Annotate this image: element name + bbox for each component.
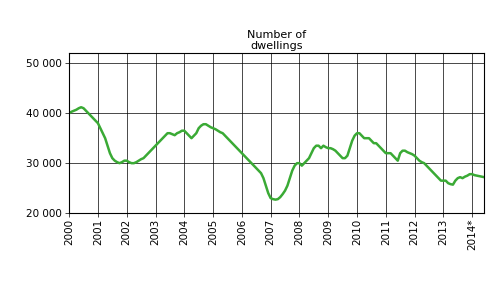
Title: Number of
dwellings: Number of dwellings [247, 30, 306, 51]
